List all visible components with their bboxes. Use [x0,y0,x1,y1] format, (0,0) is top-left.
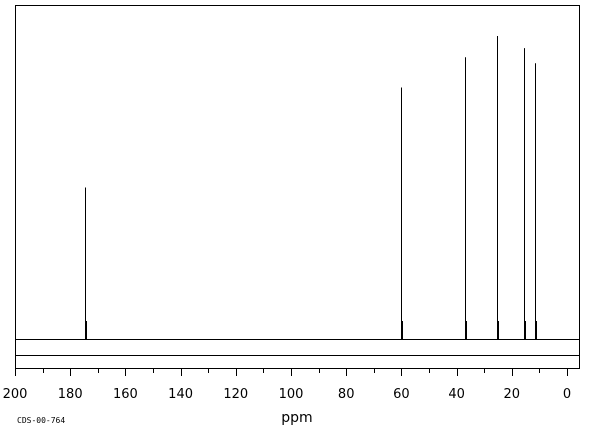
x-axis-label: ppm [281,410,312,426]
x-tick-label: 200 [3,387,28,402]
x-tick-label: 160 [113,387,138,402]
x-tick-label: 140 [168,387,193,402]
x-tick-label: 180 [58,387,83,402]
plot-frame [15,5,580,369]
peaks-group [85,36,537,339]
x-tick-label: 40 [448,387,465,402]
x-axis-ticks: 200 180 160 140 120 100 80 60 40 20 0 [3,368,571,402]
x-tick-label: 100 [279,387,304,402]
x-tick-label: 60 [393,387,410,402]
x-tick-label: 120 [223,387,248,402]
x-tick-label: 20 [504,387,521,402]
x-tick-label: 80 [338,387,355,402]
x-tick-label: 0 [563,387,571,402]
catalog-code-label: CDS-00-764 [17,416,65,425]
